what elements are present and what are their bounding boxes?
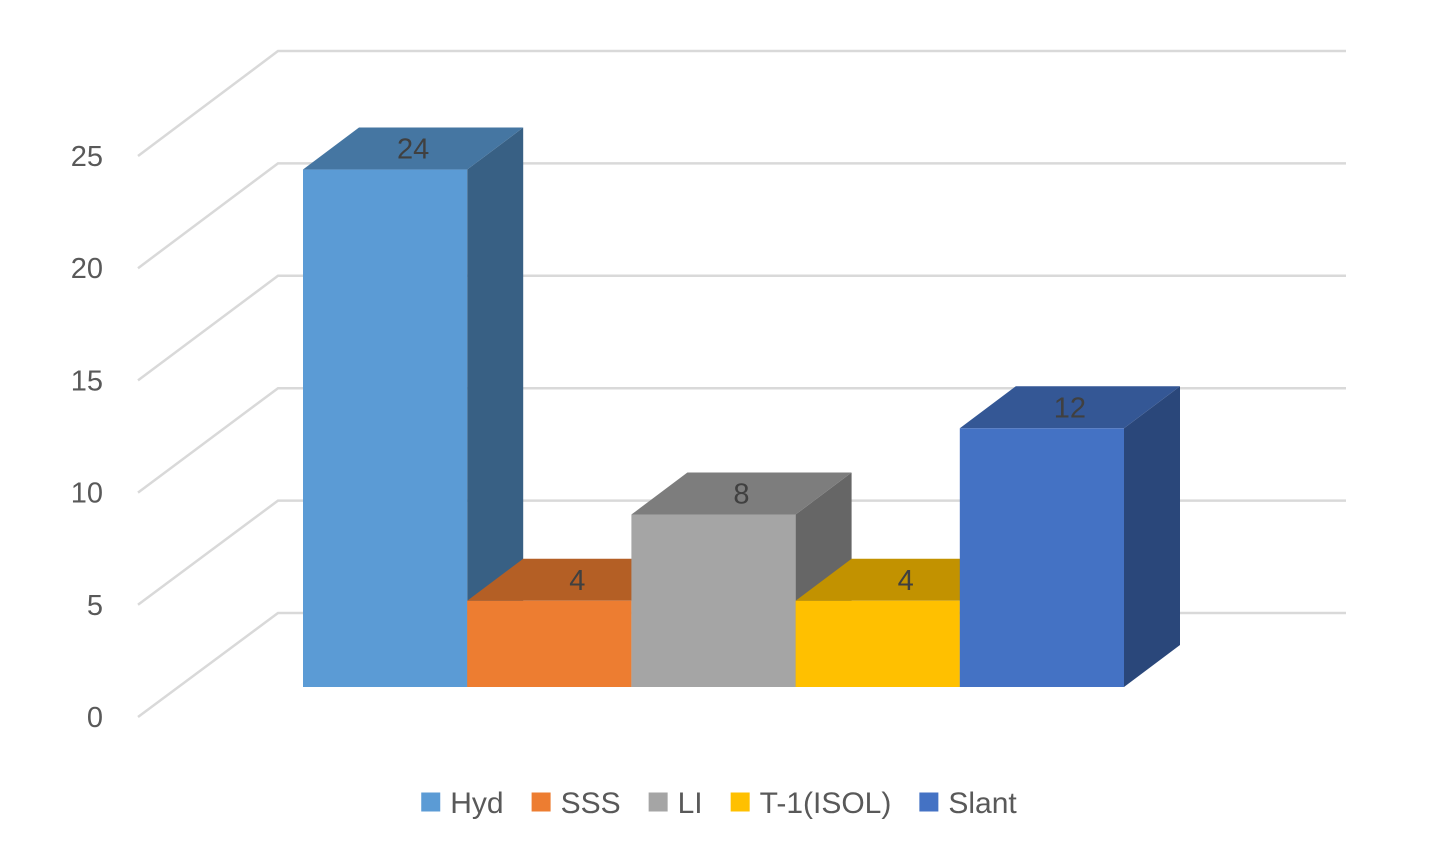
y-tick-label: 25: [71, 141, 103, 173]
y-tick-label: 20: [71, 253, 103, 285]
legend-label: T-1(ISOL): [760, 787, 892, 820]
y-tick-label: 5: [87, 590, 103, 622]
legend-item: SSS: [531, 787, 621, 820]
gridline: [137, 386, 1346, 494]
legend-swatch: [730, 792, 750, 812]
legend-swatch: [648, 792, 668, 812]
legend-item: T-1(ISOL): [730, 787, 892, 820]
legend: Hyd SSS LI T-1(ISOL) Slant: [421, 787, 1017, 820]
bar-front: [795, 600, 960, 687]
data-label: 4: [898, 565, 914, 597]
legend-item: LI: [648, 787, 703, 820]
bar-front: [467, 600, 632, 687]
bar-front: [631, 514, 796, 687]
data-label: 24: [397, 134, 429, 166]
bar: [303, 127, 524, 687]
data-label: 12: [1054, 392, 1086, 424]
y-tick-label: 10: [71, 478, 103, 510]
legend-item: Hyd: [421, 787, 504, 820]
legend-label: Hyd: [450, 787, 503, 820]
bar-side: [1124, 386, 1180, 687]
legend-label: Slant: [948, 787, 1017, 820]
bar: [959, 386, 1180, 687]
bar-front: [303, 169, 468, 687]
y-axis-ticks: 0 5 10 15 20 25: [71, 141, 103, 734]
gridline: [137, 49, 1346, 157]
legend-swatch: [531, 792, 551, 812]
bar-top: [303, 127, 524, 170]
legend-label: SSS: [561, 787, 621, 820]
gridline: [137, 274, 1346, 382]
data-label: 8: [733, 479, 749, 511]
legend-item: Slant: [919, 787, 1017, 820]
y-tick-label: 15: [71, 365, 103, 397]
legend-label: LI: [678, 787, 703, 820]
bar-top: [959, 386, 1180, 429]
data-labels: 24 4 8 4 12: [397, 134, 1086, 597]
data-label: 4: [569, 565, 585, 597]
bar-side: [467, 127, 524, 687]
bar-front: [959, 428, 1124, 687]
y-tick-label: 0: [87, 702, 103, 734]
legend-swatch: [919, 792, 939, 812]
gridline: [137, 162, 1346, 270]
bar-top: [631, 472, 852, 515]
bars: [303, 127, 1180, 687]
legend-swatch: [421, 792, 441, 812]
